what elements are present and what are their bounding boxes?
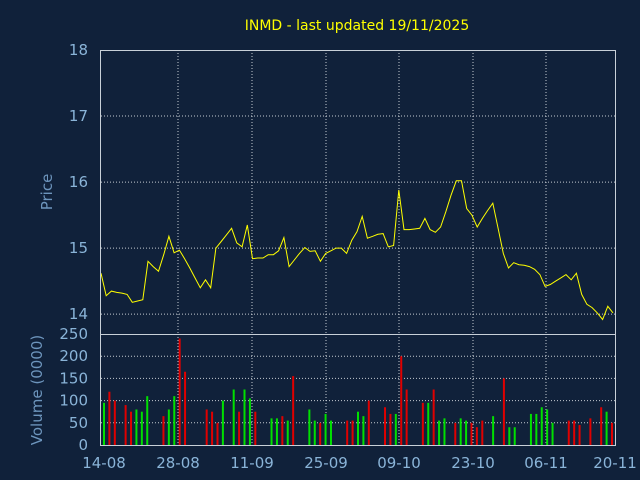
x-tick-label: 14-08 — [82, 454, 126, 472]
price-panel-frame — [100, 50, 616, 335]
price-tick-label: 16 — [69, 173, 88, 191]
price-grid — [101, 50, 615, 334]
volume-tick-label: 50 — [69, 414, 88, 432]
x-tick-label: 28-08 — [156, 454, 200, 472]
volume-panel-frame — [100, 334, 616, 446]
volume-tick-label: 150 — [59, 369, 88, 387]
price-tick-label: 18 — [69, 41, 88, 59]
volume-bars — [103, 338, 613, 445]
price-y-ticks: 14 15 16 17 18 — [69, 41, 88, 323]
x-tick-label: 20-11 — [593, 454, 637, 472]
volume-tick-label: 100 — [59, 392, 88, 410]
x-tick-label: 09-10 — [377, 454, 421, 472]
x-tick-label: 25-09 — [304, 454, 348, 472]
volume-axis-label: Volume (0000) — [28, 335, 46, 445]
volume-grid — [101, 334, 615, 445]
x-tick-label: 11-09 — [230, 454, 274, 472]
price-line — [100, 180, 614, 321]
volume-tick-label: 200 — [59, 347, 88, 365]
price-axis-label: Price — [38, 174, 56, 211]
x-tick-label: 06-11 — [524, 454, 568, 472]
price-tick-label: 14 — [69, 305, 88, 323]
volume-tick-label: 0 — [78, 436, 88, 454]
x-axis-ticks: 14-08 28-08 11-09 25-09 09-10 23-10 06-11 20-11 — [82, 454, 637, 472]
price-tick-label: 15 — [69, 239, 88, 257]
volume-tick-label: 250 — [59, 325, 88, 343]
volume-y-ticks: 0 50 100 150 200 250 — [59, 325, 88, 454]
price-tick-label: 17 — [69, 107, 88, 125]
x-tick-label: 23-10 — [451, 454, 495, 472]
chart-title: INMD - last updated 19/11/2025 — [245, 18, 469, 34]
